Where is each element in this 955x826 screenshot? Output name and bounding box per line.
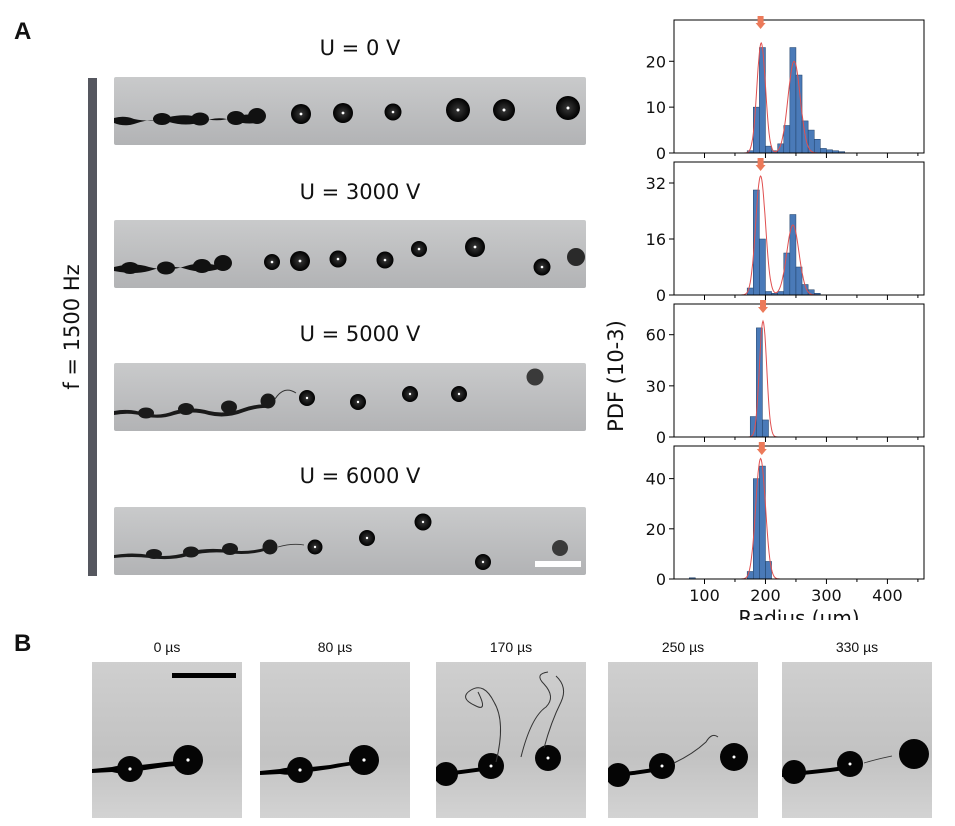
plot-frame — [673, 303, 925, 438]
y-tick-label: 20 — [646, 52, 666, 71]
hist-bar — [759, 465, 766, 580]
hist-bar — [807, 129, 815, 154]
x-tick-label: 200 — [750, 586, 781, 605]
hist-bar — [753, 106, 760, 154]
y-tick-label: 60 — [646, 326, 666, 345]
y-tick-label: 32 — [646, 174, 666, 193]
y-tick-label: 0 — [656, 144, 666, 163]
time-label-0: 0 µs — [153, 639, 181, 655]
fit-curve — [674, 457, 924, 580]
y-tick-label: 16 — [646, 230, 666, 249]
frame-170us — [436, 662, 586, 818]
y-tick-label: 0 — [656, 428, 666, 447]
frame-0us — [92, 662, 242, 818]
frame-80us — [260, 662, 410, 818]
frame-250us — [608, 662, 758, 818]
scale-bar-b — [172, 673, 236, 678]
voltage-label-0: U = 0 V — [319, 36, 401, 60]
hist-bar — [756, 327, 763, 438]
pdf-axis-label-text: PDF (10-3) — [604, 320, 628, 432]
panel-a-letter: A — [14, 18, 32, 45]
y-tick-label: 40 — [646, 470, 666, 489]
x-tick-label: 100 — [689, 586, 720, 605]
plot-frame — [673, 161, 925, 296]
time-label-330: 330 µs — [835, 639, 879, 655]
hist-bar — [783, 125, 791, 154]
fit-curve — [674, 319, 924, 438]
hist-bar — [783, 252, 791, 296]
y-tick-label: 0 — [656, 286, 666, 305]
hist-bar — [759, 238, 766, 296]
frequency-label: f = 1500 Hz — [60, 264, 84, 390]
voltage-label-3000: U = 3000 V — [299, 180, 421, 204]
panel-b-letter: B — [14, 630, 32, 657]
x-tick-label: 400 — [872, 586, 903, 605]
peak-marker — [758, 300, 769, 313]
scale-bar — [535, 561, 581, 567]
plot-frame — [673, 445, 925, 580]
x-axis-label: Radius (µm) — [738, 606, 859, 620]
y-tick-label: 0 — [656, 570, 666, 589]
y-tick-label: 30 — [646, 377, 666, 396]
voltage-label-5000: U = 5000 V — [299, 322, 421, 346]
hist-bar — [813, 138, 821, 154]
droplet-image-6000v — [114, 507, 586, 575]
peak-marker — [756, 442, 767, 455]
hist-bar — [765, 145, 772, 154]
droplet-image-0v — [114, 77, 586, 145]
peak-marker — [755, 16, 766, 29]
droplet-image-5000v — [114, 363, 586, 431]
hist-bar — [820, 148, 827, 154]
y-tick-label: 20 — [646, 520, 666, 539]
hist-bar — [777, 291, 785, 296]
hist-bar — [789, 214, 797, 296]
hist-bar — [759, 47, 766, 154]
voltage-label-6000: U = 6000 V — [299, 464, 421, 488]
hist-bar — [765, 291, 772, 296]
peak-marker — [755, 158, 766, 171]
plot-frame — [673, 19, 925, 154]
frequency-bracket-bar — [88, 78, 97, 576]
x-tick-label: 300 — [811, 586, 842, 605]
time-label-250: 250 µs — [661, 639, 705, 655]
y-tick-label: 10 — [646, 98, 666, 117]
frame-330us — [782, 662, 932, 818]
time-label-170: 170 µs — [489, 639, 533, 655]
time-label-80: 80 µs — [317, 639, 353, 655]
pdf-axis-label: PDF (10-3) — [604, 306, 628, 446]
hist-bar — [762, 419, 769, 438]
hist-bar — [795, 266, 803, 296]
droplet-image-3000v — [114, 220, 586, 288]
